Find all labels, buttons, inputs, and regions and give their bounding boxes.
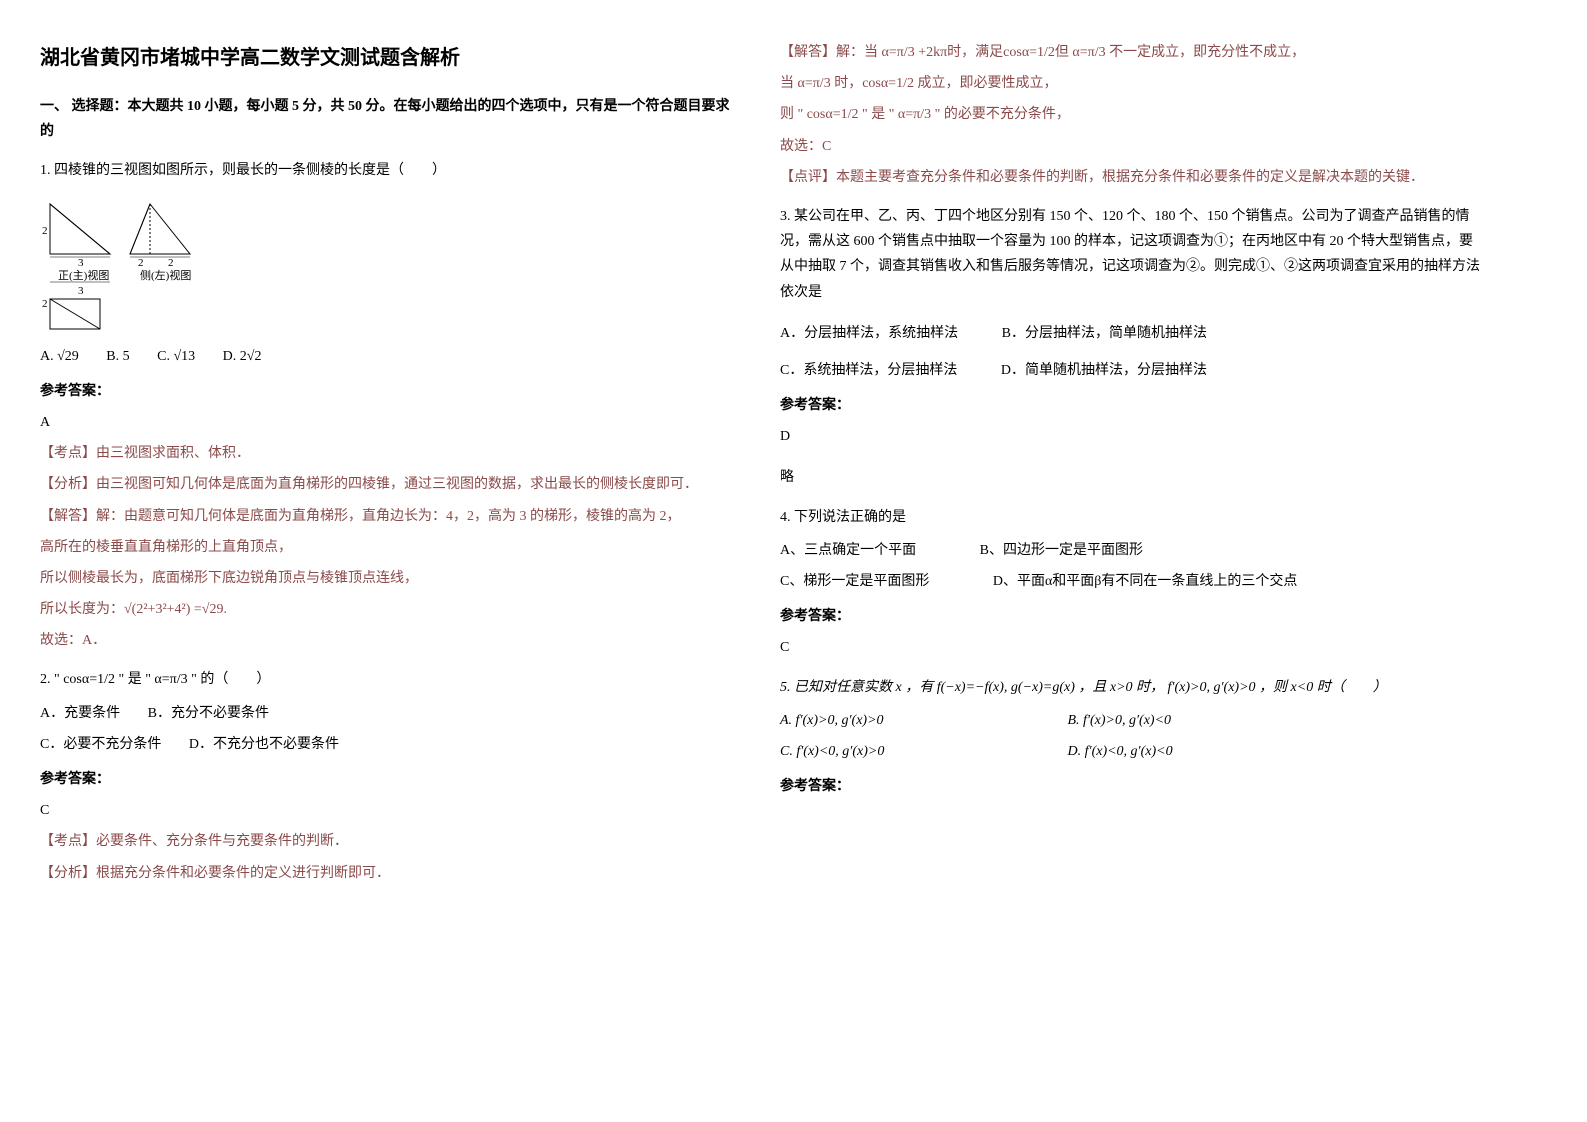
q3-exp: 略 xyxy=(780,465,1480,490)
q5-optB: B. f′(x)>0, g′(x)<0 xyxy=(1068,708,1172,733)
q5-line1: A. f′(x)>0, g′(x)>0 B. f′(x)>0, g′(x)<0 xyxy=(780,708,1480,733)
label-3a: 3 xyxy=(78,257,84,269)
q2-line2: C．必要不充分条件 D．不充分也不必要条件 xyxy=(40,732,740,757)
q2-optD: D．不充分也不必要条件 xyxy=(189,732,339,757)
question-1-text: 1. 四棱锥的三视图如图所示，则最长的一条侧棱的长度是（ ） xyxy=(40,158,740,183)
q5-line2: C. f′(x)<0, g′(x)>0 D. f′(x)<0, g′(x)<0 xyxy=(780,739,1480,764)
q4-optD: D、平面α和平面β有不同在一条直线上的三个交点 xyxy=(993,569,1298,594)
q5-answer-label: 参考答案： xyxy=(780,774,1480,799)
q2-answer: C xyxy=(40,798,740,823)
q1-optD: D. 2√2 xyxy=(223,344,262,369)
q3-optD: D．简单随机抽样法，分层抽样法 xyxy=(1001,358,1207,383)
q4-line2: C、梯形一定是平面图形 D、平面α和平面β有不同在一条直线上的三个交点 xyxy=(780,569,1480,594)
q2-exp6: 故选：C xyxy=(780,134,1480,159)
q5-optD: D. f′(x)<0, g′(x)<0 xyxy=(1068,739,1173,764)
q3-answer-label: 参考答案： xyxy=(780,393,1480,418)
front-label: 正(主)视图 xyxy=(58,268,109,282)
q4-optC: C、梯形一定是平面图形 xyxy=(780,569,929,594)
q3-optA: A．分层抽样法，系统抽样法 xyxy=(780,321,958,346)
q1-answer: A xyxy=(40,410,740,435)
q2-exp4: 当 α=π/3 时，cosα=1/2 成立，即必要性成立， xyxy=(780,71,1480,96)
q4-optA: A、三点确定一个平面 xyxy=(780,538,916,563)
q1-exp7: 故选：A． xyxy=(40,628,740,653)
q3-line2: C．系统抽样法，分层抽样法 D．简单随机抽样法，分层抽样法 xyxy=(780,358,1480,383)
q2-optB: B．充分不必要条件 xyxy=(148,701,269,726)
q2-line1: A．充要条件 B．充分不必要条件 xyxy=(40,701,740,726)
q2-optC: C．必要不充分条件 xyxy=(40,732,161,757)
q1-options: A. √29 B. 5 C. √13 D. 2√2 xyxy=(40,344,740,369)
q1-optB: B. 5 xyxy=(106,344,129,369)
q1-answer-label: 参考答案： xyxy=(40,379,740,404)
question-2-text: 2. " cosα=1/2 " 是 " α=π/3 " 的（ ） xyxy=(40,667,740,692)
q5-optA: A. f′(x)>0, g′(x)>0 xyxy=(780,708,1040,733)
q2-exp5: 则 " cosα=1/2 " 是 " α=π/3 " 的必要不充分条件， xyxy=(780,102,1480,127)
q2-exp7: 【点评】本题主要考查充分条件和必要条件的判断，根据充分条件和必要条件的定义是解决… xyxy=(780,165,1480,190)
q4-answer: C xyxy=(780,635,1480,660)
q1-optC: C. √13 xyxy=(157,344,195,369)
label-2c: 2 xyxy=(168,257,174,269)
label-2d: 2 xyxy=(42,298,48,310)
label-3b: 3 xyxy=(78,285,84,297)
q1-exp5: 所以侧棱最长为，底面梯形下底边锐角顶点与棱锥顶点连线， xyxy=(40,566,740,591)
q3-optC: C．系统抽样法，分层抽样法 xyxy=(780,358,957,383)
q2-optA: A．充要条件 xyxy=(40,701,120,726)
q4-answer-label: 参考答案： xyxy=(780,604,1480,629)
section-1-title: 一、 选择题：本大题共 10 小题，每小题 5 分，共 50 分。在每小题给出的… xyxy=(40,94,740,144)
q1-exp2: 【分析】由三视图可知几何体是底面为直角梯形的四棱锥，通过三视图的数据，求出最长的… xyxy=(40,472,740,497)
left-column: 湖北省黄冈市堵城中学高二数学文测试题含解析 一、 选择题：本大题共 10 小题，… xyxy=(40,40,740,892)
q2-answer-label: 参考答案： xyxy=(40,767,740,792)
label-2a: 2 xyxy=(42,225,48,237)
q1-exp6: 所以长度为：√(2²+3²+4²) =√29. xyxy=(40,597,740,622)
question-5-text: 5. 已知对任意实数 x ，有 f(−x)=−f(x), g(−x)=g(x) … xyxy=(780,675,1480,700)
q5-optC: C. f′(x)<0, g′(x)>0 xyxy=(780,739,1040,764)
right-column: 【解答】解：当 α=π/3 +2kπ时，满足cosα=1/2但 α=π/3 不一… xyxy=(780,40,1480,892)
q1-exp3: 【解答】解：由题意可知几何体是底面为直角梯形，直角边长为：4，2，高为 3 的梯… xyxy=(40,504,740,529)
q2-exp3: 【解答】解：当 α=π/3 +2kπ时，满足cosα=1/2但 α=π/3 不一… xyxy=(780,40,1480,65)
side-label: 侧(左)视图 xyxy=(140,268,191,282)
q1-exp1: 【考点】由三视图求面积、体积． xyxy=(40,441,740,466)
q1-optA: A. √29 xyxy=(40,344,79,369)
q1-diagram: 2 3 正(主)视图 3 2 2 侧(左)视图 2 xyxy=(40,194,740,334)
q3-line1: A．分层抽样法，系统抽样法 B．分层抽样法，简单随机抽样法 xyxy=(780,321,1480,346)
q4-optB: B、四边形一定是平面图形 xyxy=(980,538,1143,563)
q3-optB: B．分层抽样法，简单随机抽样法 xyxy=(1002,321,1207,346)
q1-exp4: 高所在的棱垂直直角梯形的上直角顶点， xyxy=(40,535,740,560)
question-4-text: 4. 下列说法正确的是 xyxy=(780,505,1480,530)
question-3-text: 3. 某公司在甲、乙、丙、丁四个地区分别有 150 个、120 个、180 个、… xyxy=(780,204,1480,305)
q2-exp2: 【分析】根据充分条件和必要条件的定义进行判断即可． xyxy=(40,861,740,886)
label-2b: 2 xyxy=(138,257,144,269)
q3-answer: D xyxy=(780,424,1480,449)
page-title: 湖北省黄冈市堵城中学高二数学文测试题含解析 xyxy=(40,40,740,76)
q2-exp1: 【考点】必要条件、充分条件与充要条件的判断． xyxy=(40,829,740,854)
q4-line1: A、三点确定一个平面 B、四边形一定是平面图形 xyxy=(780,538,1480,563)
